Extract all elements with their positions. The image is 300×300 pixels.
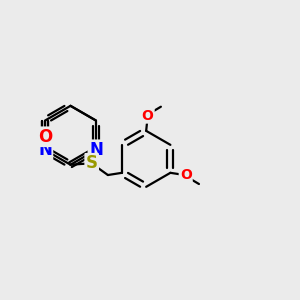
- Text: N: N: [89, 141, 103, 159]
- Text: O: O: [180, 168, 192, 182]
- Text: O: O: [38, 128, 52, 146]
- Text: N: N: [38, 141, 52, 159]
- Text: S: S: [86, 154, 98, 172]
- Text: N: N: [89, 141, 103, 159]
- Text: O: O: [142, 109, 154, 122]
